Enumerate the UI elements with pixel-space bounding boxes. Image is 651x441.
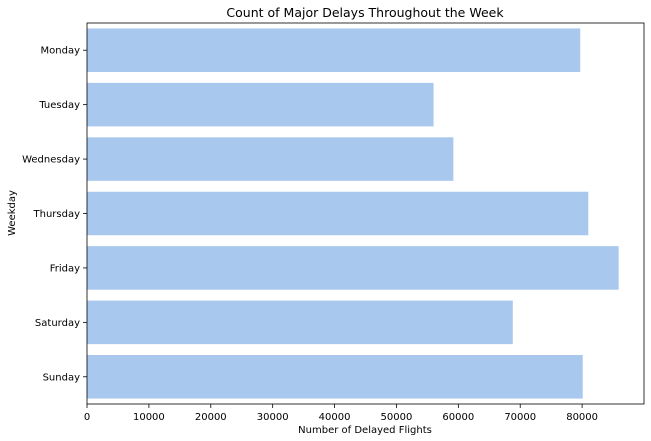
category-label-monday: Monday — [41, 46, 81, 57]
bar-monday — [87, 28, 581, 72]
category-label-sunday: Sunday — [43, 372, 80, 383]
x-tick-label-80000: 80000 — [566, 412, 598, 423]
x-tick-label-0: 0 — [84, 412, 90, 423]
plot-frame — [86, 22, 645, 405]
bar-sunday — [87, 355, 583, 399]
x-axis-label: Number of Delayed Flights — [298, 425, 432, 436]
x-tick-label-10000: 10000 — [133, 412, 165, 423]
x-axis-ticks: 0 10000 20000 30000 40000 50000 60000 70000 8000… — [84, 404, 598, 423]
category-label-wednesday: Wednesday — [22, 155, 80, 166]
bar-tuesday — [87, 82, 434, 127]
x-tick-label-70000: 70000 — [504, 412, 536, 423]
x-tick-label-60000: 60000 — [442, 412, 474, 423]
x-tick-label-50000: 50000 — [381, 412, 413, 423]
chart-title: Count of Major Delays Throughout the Wee… — [226, 5, 504, 20]
x-tick-label-30000: 30000 — [257, 412, 289, 423]
category-label-tuesday: Tuesday — [38, 100, 80, 111]
category-label-thursday: Thursday — [33, 209, 81, 220]
bar-thursday — [87, 191, 589, 236]
x-tick-label-40000: 40000 — [319, 412, 351, 423]
bar-friday — [87, 246, 619, 290]
bar-saturday — [87, 300, 513, 345]
y-axis-label: Weekday — [7, 190, 18, 236]
bars-group — [87, 28, 619, 399]
x-tick-label-20000: 20000 — [195, 412, 227, 423]
category-label-friday: Friday — [50, 263, 80, 274]
bar-wednesday — [87, 137, 454, 181]
category-label-saturday: Saturday — [35, 318, 80, 329]
category-labels: Monday Tuesday Wednesday Thursday Friday Satu… — [22, 46, 87, 383]
